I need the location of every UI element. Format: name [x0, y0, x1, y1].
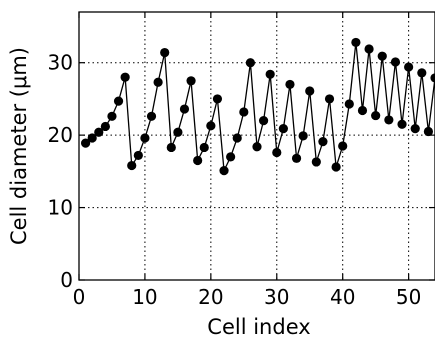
- data-point: [272, 147, 282, 158]
- y-tick-label: 0: [60, 268, 73, 292]
- data-point: [226, 152, 236, 162]
- data-point: [173, 127, 183, 137]
- x-tick-label: 30: [264, 285, 289, 309]
- data-point: [397, 119, 407, 129]
- x-tick-label: 20: [198, 285, 223, 309]
- data-point: [239, 107, 249, 117]
- data-point: [193, 155, 203, 166]
- data-point: [430, 73, 435, 83]
- data-point: [291, 153, 302, 163]
- y-tick-label: 30: [48, 51, 73, 75]
- data-point: [113, 96, 124, 106]
- data-point: [127, 160, 137, 171]
- data-point: [100, 121, 110, 132]
- data-point: [258, 116, 269, 126]
- data-point: [298, 131, 308, 141]
- y-axis: 0 10 20 30: [48, 51, 435, 292]
- data-point: [338, 141, 348, 151]
- data-point: [146, 111, 157, 121]
- data-point: [186, 76, 196, 86]
- data-point: [199, 142, 209, 153]
- data-point: [166, 142, 176, 153]
- grid: [79, 12, 435, 280]
- data-point: [252, 142, 262, 152]
- y-axis-label: Cell diameter (μm): [7, 47, 31, 245]
- data-point: [120, 72, 130, 82]
- data-point: [160, 47, 170, 58]
- data-point: [371, 110, 381, 121]
- data-point: [140, 133, 150, 143]
- data-point: [311, 157, 321, 167]
- data-point: [278, 124, 288, 134]
- x-tick-label: 10: [132, 285, 157, 309]
- x-tick-label: 0: [73, 285, 86, 309]
- data-point: [423, 126, 434, 137]
- x-axis: 0 10 20 30 40 50: [73, 12, 421, 309]
- data-point: [206, 121, 216, 131]
- data-point: [245, 58, 256, 68]
- data-point: [265, 69, 275, 79]
- data-point: [344, 99, 354, 109]
- data-point: [324, 94, 335, 104]
- data-series: [80, 37, 435, 176]
- data-point: [305, 86, 315, 96]
- plot-frame: [78, 11, 435, 281]
- data-point: [153, 77, 163, 87]
- x-axis-label: Cell index: [207, 315, 310, 338]
- data-point: [232, 133, 242, 143]
- data-point: [80, 138, 91, 148]
- data-point: [212, 94, 223, 104]
- data-point: [390, 57, 401, 67]
- y-tick-label: 20: [48, 123, 73, 147]
- data-point: [357, 105, 368, 116]
- data-point: [219, 166, 229, 176]
- data-point: [179, 104, 190, 114]
- data-point: [410, 124, 420, 134]
- data-point: [133, 150, 143, 161]
- data-point: [87, 133, 97, 143]
- data-point: [94, 127, 104, 137]
- data-point: [384, 115, 394, 125]
- data-point: [404, 62, 414, 72]
- y-tick-label: 10: [48, 196, 73, 220]
- data-point: [331, 162, 341, 172]
- x-tick-label: 50: [396, 285, 421, 309]
- data-point: [377, 51, 387, 61]
- data-point: [351, 37, 361, 48]
- data-point: [318, 137, 328, 147]
- data-point: [364, 44, 374, 54]
- data-point: [285, 79, 295, 90]
- x-tick-label: 40: [330, 285, 355, 309]
- data-point: [107, 111, 117, 121]
- data-point: [417, 68, 427, 78]
